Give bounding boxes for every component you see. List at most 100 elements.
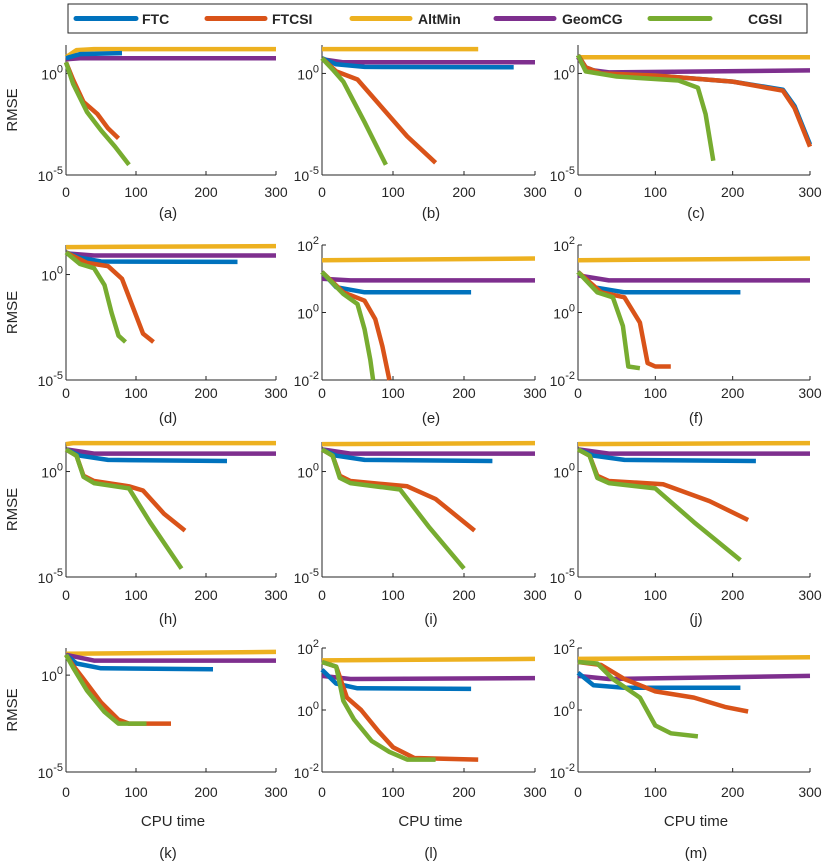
y-tick-label: 100 xyxy=(41,63,63,82)
x-tick-label: 100 xyxy=(644,184,668,200)
y-tick-label: 10-5 xyxy=(294,165,319,184)
x-tick-label: 300 xyxy=(523,184,547,200)
x-tick-label: 200 xyxy=(721,184,745,200)
y-tick-label: 100 xyxy=(297,700,319,719)
x-tick-label: 100 xyxy=(381,587,405,603)
x-tick-label: 300 xyxy=(523,784,547,800)
series-line-geomcg xyxy=(65,251,276,258)
panel-l: 0 100 200 300 102 100 10-2 CPU time (l) xyxy=(294,638,547,862)
y-tick-label: 10-2 xyxy=(294,762,319,781)
series-line-altmin xyxy=(65,649,277,657)
y-tick-label: 10-5 xyxy=(550,165,575,184)
series-line-ftcsi xyxy=(63,61,121,141)
y-tick-label: 10-5 xyxy=(294,567,319,586)
x-tick-label: 100 xyxy=(124,784,148,800)
series-line-altmin xyxy=(577,440,811,447)
x-tick-label: 300 xyxy=(264,385,288,401)
y-tick-label: 10-5 xyxy=(38,370,63,389)
series-line-cgsi xyxy=(576,447,742,562)
series-line-cgsi xyxy=(575,54,716,162)
legend-item-cgsi: CGSI xyxy=(647,11,782,27)
x-tick-label: 100 xyxy=(644,784,668,800)
series-line-geomcg xyxy=(321,447,535,456)
y-tick-label: 10-2 xyxy=(550,370,575,389)
x-tick-label: 300 xyxy=(798,587,822,603)
y-axis-label: RMSE xyxy=(4,291,21,334)
x-tick-label: 0 xyxy=(62,587,70,603)
x-tick-label: 0 xyxy=(318,587,326,603)
legend-label-ftcsi: FTCSI xyxy=(272,11,312,27)
y-tick-label: 100 xyxy=(297,63,319,82)
legend-item-geomcg: GeomCG xyxy=(493,11,623,27)
y-tick-label: 10-5 xyxy=(550,567,575,586)
legend-item-ftc: FTC xyxy=(73,11,169,27)
subplot-label: (m) xyxy=(685,845,708,862)
x-tick-label: 200 xyxy=(721,587,745,603)
panel-h: 0 100 200 300 100 10-5 RMSE (h) xyxy=(4,440,288,628)
x-tick-label: 100 xyxy=(381,385,405,401)
series-line-geomcg xyxy=(576,55,811,75)
x-tick-label: 100 xyxy=(124,184,148,200)
panel-j: 0 100 200 300 100 10-5 (j) xyxy=(550,440,822,628)
subplot-label: (j) xyxy=(689,611,702,628)
series-line-altmin xyxy=(577,256,811,263)
x-tick-label: 0 xyxy=(62,784,70,800)
y-tick-label: 100 xyxy=(553,700,575,719)
series-line-altmin xyxy=(321,256,536,263)
x-tick-label: 200 xyxy=(452,385,476,401)
series-line-altmin xyxy=(65,440,276,447)
x-tick-label: 200 xyxy=(194,587,218,603)
series-line-altmin xyxy=(577,655,811,662)
subplot-label: (i) xyxy=(424,611,437,628)
series-line-cgsi xyxy=(320,56,388,166)
y-tick-label: 102 xyxy=(297,235,319,254)
subplot-label: (d) xyxy=(159,410,177,427)
series-line-cgsi xyxy=(576,270,641,371)
y-tick-label: 100 xyxy=(41,665,63,684)
y-tick-label: 100 xyxy=(553,462,575,481)
x-tick-label: 100 xyxy=(124,385,148,401)
series-line-geomcg xyxy=(577,447,810,456)
series-line-cgsi xyxy=(64,250,128,344)
x-tick-label: 200 xyxy=(194,784,218,800)
x-tick-label: 200 xyxy=(721,385,745,401)
legend-label-geomcg: GeomCG xyxy=(562,11,623,27)
panel-i: 0 100 200 300 100 10-5 (i) xyxy=(294,440,547,628)
subplot-label: (l) xyxy=(424,845,437,862)
legend-item-ftcsi: FTCSI xyxy=(204,11,312,27)
x-tick-label: 0 xyxy=(62,184,70,200)
x-tick-label: 0 xyxy=(62,385,70,401)
subplot-label: (k) xyxy=(159,845,177,862)
x-tick-label: 100 xyxy=(644,385,668,401)
x-tick-label: 200 xyxy=(721,784,745,800)
x-tick-label: 0 xyxy=(574,385,582,401)
x-tick-label: 300 xyxy=(264,587,288,603)
legend-item-altmin: AltMin xyxy=(349,11,461,27)
x-tick-label: 200 xyxy=(452,587,476,603)
series-line-geomcg xyxy=(577,273,810,283)
x-tick-label: 300 xyxy=(798,184,822,200)
panel-b: 0 100 200 300 100 10-5 (b) xyxy=(294,45,547,222)
subplot-label: (f) xyxy=(689,410,703,427)
y-tick-label: 102 xyxy=(553,235,575,254)
x-tick-label: 300 xyxy=(798,385,822,401)
series-line-altmin xyxy=(321,440,536,447)
series-line-cgsi xyxy=(577,659,699,739)
y-tick-label: 100 xyxy=(297,303,319,322)
series-line-altmin xyxy=(321,656,536,663)
y-tick-label: 10-2 xyxy=(550,762,575,781)
series-line-altmin xyxy=(64,46,276,60)
series-line-geomcg xyxy=(321,276,535,283)
series-line-ftcsi xyxy=(576,53,813,148)
x-tick-label: 100 xyxy=(644,587,668,603)
x-tick-label: 300 xyxy=(264,184,288,200)
series-line-ftc xyxy=(65,50,123,61)
series-line-ftcsi xyxy=(64,250,155,344)
panel-d: 0 100 200 300 100 10-5 RMSE (d) xyxy=(4,243,288,427)
y-tick-label: 102 xyxy=(297,638,319,657)
y-tick-label: 100 xyxy=(41,462,63,481)
series-line-cgsi xyxy=(320,270,376,381)
x-tick-label: 0 xyxy=(574,184,582,200)
x-tick-label: 200 xyxy=(452,184,476,200)
series-line-geomcg xyxy=(65,652,276,663)
